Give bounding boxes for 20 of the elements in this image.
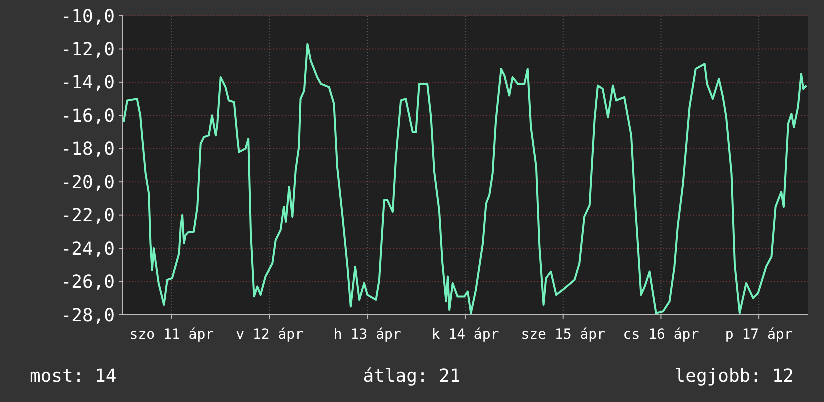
x-tick-label: h 13 ápr [334, 327, 402, 343]
y-tick-label: -26,0 [60, 272, 115, 294]
x-tick-label: k 14 ápr [432, 327, 500, 343]
y-tick-label: -16,0 [60, 106, 115, 127]
x-tick-label: cs 16 ápr [623, 327, 700, 343]
x-tick-label: sze 15 ápr [521, 327, 606, 343]
y-tick-label: -14,0 [60, 72, 115, 94]
x-tick-label: p 17 ápr [725, 327, 793, 343]
y-tick-label: -22,0 [60, 206, 115, 227]
text: átlag: 21 [363, 366, 461, 387]
y-tick-label: -10,0 [60, 6, 115, 28]
x-tick-label: szo 11 ápr [130, 327, 214, 343]
text: legjobb: 12 [674, 366, 794, 387]
y-tick-label: -20,0 [60, 172, 115, 194]
y-tick-label: -12,0 [60, 40, 115, 61]
x-tick-label: v 12 ápr [236, 327, 304, 343]
y-tick-label: -28,0 [60, 305, 115, 326]
text: most: 14 [30, 366, 117, 387]
y-tick-label: -18,0 [60, 139, 115, 160]
y-tick-label: -24,0 [60, 238, 115, 260]
